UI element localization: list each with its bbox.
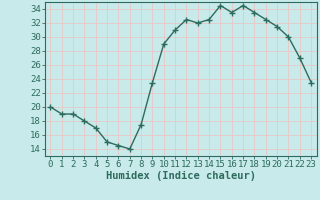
X-axis label: Humidex (Indice chaleur): Humidex (Indice chaleur) [106,171,256,181]
